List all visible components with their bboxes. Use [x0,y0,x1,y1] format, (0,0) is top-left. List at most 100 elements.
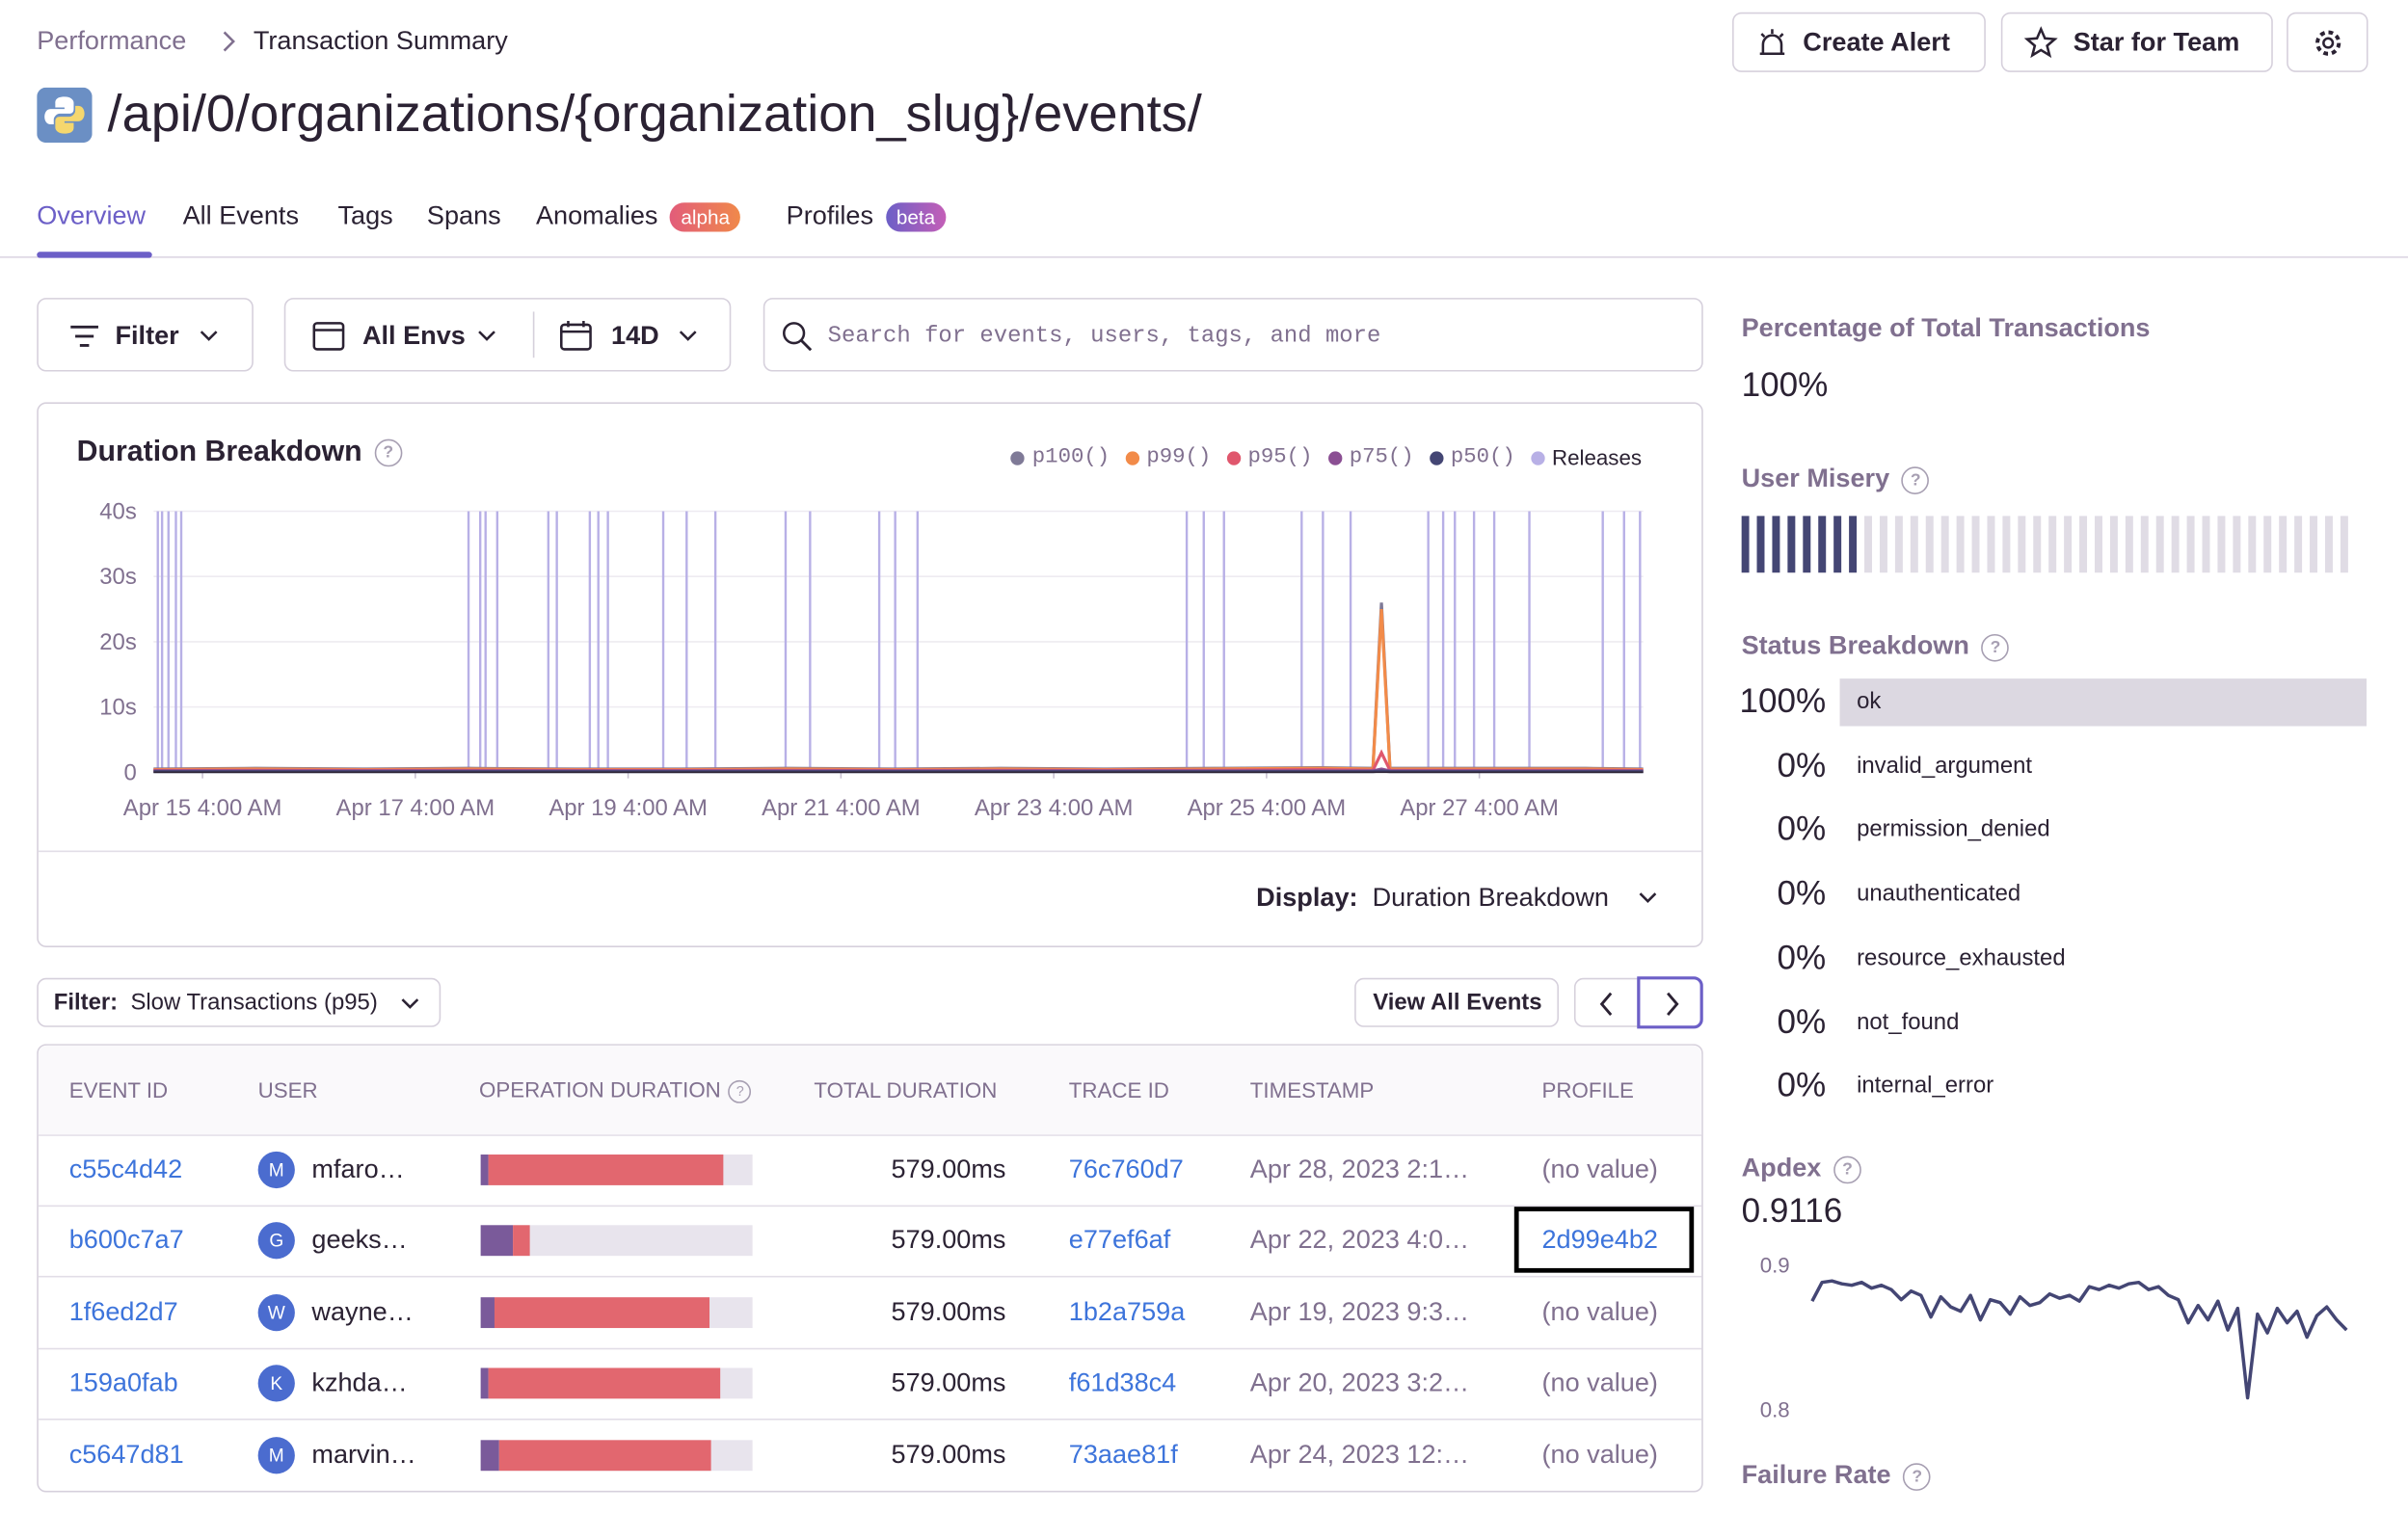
chevron [200,331,218,341]
status-label: permission_denied [1857,816,2050,843]
env-label[interactable]: All Envs [361,320,466,351]
header-text: PROFILE [1541,1077,1634,1102]
avatar: K [257,1365,295,1402]
legend-swatch [1226,450,1241,465]
profile: (no value) [1541,1296,1658,1327]
misery-segment [1940,516,1949,573]
legend-swatch [1327,450,1342,465]
status-label: resource_exhausted [1857,944,2066,971]
legend-item[interactable]: p50() [1429,445,1515,469]
total-duration: 579.00ms [891,1155,1006,1184]
misery-segment [1894,516,1903,573]
event-id[interactable]: b600c7a7 [68,1225,184,1256]
timestamp: Apr 20, 2023 3:2… [1249,1367,1470,1398]
status-value: 0% [1777,938,1827,976]
help-icon[interactable]: ? [374,438,403,467]
misery-segment [2048,516,2057,573]
tab[interactable]: Anomalies alpha [536,201,741,232]
search-box[interactable]: Search for events, users, tags, and more [763,298,1703,372]
create-alert-button[interactable]: Create Alert [1732,12,1986,72]
tab[interactable]: Overview [37,201,146,232]
focus-outline [1513,1207,1695,1274]
misery-segment [1987,516,1995,573]
legend-label: p100() [1031,445,1110,470]
search-icon [783,322,813,352]
misery-segment [2217,516,2226,573]
misery-segment [1741,516,1750,573]
misery-segment [2294,516,2303,573]
section-title: Apdex? [1742,1153,1861,1183]
apdex-value: 0.9116 [1741,1191,1843,1231]
misery-segment [2064,516,2073,573]
star-team-button[interactable]: Star for Team [2000,12,2273,72]
title-text: Duration Breakdown [76,436,362,468]
status-bar [1839,678,2367,727]
misery-segment [2186,516,2195,573]
section-title: Percentage of Total Transactions [1741,312,2151,343]
tab-label: Profiles [786,200,873,230]
x-tick-label: Apr 25 4:00 AM [1188,795,1347,821]
view-all-button[interactable]: View All Events [1354,977,1560,1027]
trace-id[interactable]: 76c760d7 [1068,1155,1184,1184]
profile: (no value) [1541,1367,1658,1398]
trace-id[interactable]: 73aae81f [1068,1439,1178,1469]
row-divider [38,1419,1702,1420]
display-value: Duration Breakdown [1372,883,1609,913]
trace-id[interactable]: f61d38c4 [1068,1367,1177,1398]
profile[interactable]: 2d99e4b2 [1541,1225,1658,1256]
event-id[interactable]: 1f6ed2d7 [68,1296,178,1327]
x-tick-label: Apr 23 4:00 AM [975,795,1134,821]
row-divider [38,1205,1702,1208]
tab[interactable]: All Events [183,201,299,232]
help-icon[interactable]: ? [1833,1155,1861,1183]
header-text: TRACE ID [1068,1077,1169,1102]
misery-segment [2248,516,2257,573]
search-placeholder: Search for events, users, tags, and more [827,323,1381,350]
legend-item[interactable]: p95() [1226,445,1312,469]
help-icon[interactable]: ? [728,1079,752,1103]
column-header: EVENT ID [69,1077,168,1102]
y-tick-label: 30s [99,564,137,590]
siren-icon [1759,29,1785,56]
event-id[interactable]: 159a0fab [68,1367,178,1398]
op-bar-segment [499,1439,712,1471]
events-filter[interactable]: Filter: Slow Transactions (p95) [37,977,441,1027]
display-selector[interactable]: Display: Duration Breakdown [1256,883,1609,914]
legend-item[interactable]: Releases [1530,445,1642,469]
misery-segment [2263,516,2272,573]
series-line [153,608,1644,772]
event-id[interactable]: c55c4d42 [68,1155,183,1184]
legend-item[interactable]: p99() [1125,445,1211,469]
tab-label: Overview [37,200,147,230]
status-value: 0% [1777,873,1827,913]
tab[interactable]: Tags [337,201,392,232]
misery-segment [2340,516,2348,573]
breadcrumb[interactable]: Performance [37,26,187,56]
filter-button[interactable]: Filter [37,298,254,372]
status-value: 0% [1777,1065,1827,1104]
tab[interactable]: Spans [427,201,501,232]
status-value: 0% [1777,745,1827,784]
trace-id[interactable]: 1b2a759a [1068,1296,1186,1327]
help-icon[interactable]: ? [1981,633,2010,661]
trace-id[interactable]: e77ef6af [1068,1225,1171,1256]
legend-item[interactable]: p100() [1010,445,1110,469]
legend-swatch [1530,450,1545,465]
timestamp: Apr 22, 2023 4:0… [1249,1225,1470,1256]
next-button[interactable] [1637,976,1703,1029]
x-tick-label: Apr 19 4:00 AM [548,795,708,821]
settings-button[interactable] [2287,12,2368,72]
events-table [37,1044,1703,1493]
tab[interactable]: Profiles beta [787,201,947,232]
prev-button[interactable] [1573,977,1639,1027]
event-id[interactable]: c5647d81 [68,1439,184,1469]
misery-segment [2095,516,2102,573]
legend-item[interactable]: p75() [1327,445,1414,469]
total-duration: 579.00ms [891,1439,1006,1469]
active-tab-indicator [37,252,152,258]
help-icon[interactable]: ? [1901,465,1930,494]
status-value: 0% [1777,810,1827,849]
profile: (no value) [1541,1155,1658,1184]
period-label[interactable]: 14D [611,320,659,351]
help-icon[interactable]: ? [1903,1462,1932,1491]
